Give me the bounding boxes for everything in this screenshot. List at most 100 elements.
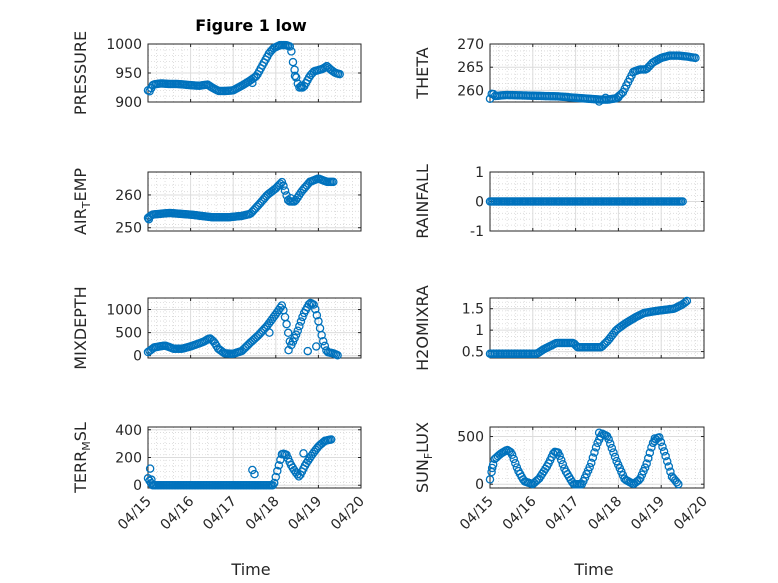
data-point [290, 71, 300, 81]
data-point [248, 465, 257, 475]
data-point [640, 463, 650, 472]
data-point [284, 345, 293, 355]
data-point [269, 478, 279, 488]
data-point [556, 455, 566, 465]
y-tick-label: 270 [457, 37, 484, 53]
y-tick-label: 500 [115, 326, 142, 342]
axes-box [147, 297, 362, 359]
data-point [298, 312, 307, 322]
data-point [326, 435, 336, 444]
data-point [295, 321, 304, 331]
data-point [587, 458, 596, 468]
data-point [318, 336, 328, 346]
subplot-theta: 260 265 270 THETA [413, 37, 705, 106]
y-tick-label: 900 [115, 95, 142, 111]
y-axis-label: THETA [413, 47, 432, 99]
data-point [250, 469, 259, 479]
y-tick-label: 950 [115, 66, 142, 82]
y-axis-label: AIRTEMP [71, 168, 93, 235]
y-tick-label: 1000 [106, 303, 142, 319]
data-point [664, 462, 674, 471]
subplot-pressure: 900 950 1000 PRESSURE [71, 31, 362, 115]
data-point [487, 463, 497, 473]
y-tick-label: 0 [133, 349, 142, 365]
data-point [678, 197, 687, 206]
y-tick-label: 400 [115, 423, 142, 439]
y-tick-label: 1.5 [462, 302, 484, 318]
y-tick-label: 200 [115, 451, 142, 467]
data-point [661, 451, 670, 461]
x-axis-label-right: Time [573, 560, 613, 579]
data-point [144, 214, 154, 224]
data-point [333, 350, 342, 360]
data-point [507, 450, 517, 459]
data-point [274, 461, 284, 470]
y-tick-label: 1000 [106, 37, 142, 53]
series-markers [143, 40, 344, 96]
data-point [299, 449, 308, 458]
data-point [283, 328, 293, 338]
axes-box [489, 297, 705, 359]
y-axis-label: H2OMIXRA [413, 285, 432, 371]
data-point [655, 433, 664, 442]
data-point [248, 78, 257, 88]
x-axis-label-left: Time [230, 560, 270, 579]
data-point [680, 298, 690, 307]
y-tick-label: 250 [115, 221, 142, 237]
series-markers [485, 296, 692, 358]
data-point [297, 81, 306, 91]
y-tick-label: -1 [470, 224, 484, 240]
data-point [268, 480, 277, 490]
data-point [312, 342, 321, 351]
data-point [609, 448, 618, 457]
data-point [645, 448, 655, 458]
y-axis-label: RAINFALL [413, 164, 432, 239]
data-point [277, 301, 287, 310]
data-point [588, 453, 598, 462]
y-axis-label: TERRMSL [71, 422, 93, 494]
data-point [317, 330, 326, 340]
y-tick-label: 1 [475, 165, 484, 181]
y-tick-label: 0 [475, 195, 484, 211]
data-point [650, 434, 660, 443]
data-point [604, 435, 613, 444]
data-point [282, 319, 291, 329]
data-point [288, 57, 298, 67]
data-point [287, 47, 296, 56]
y-tick-label: 265 [457, 60, 484, 76]
subplot-h2omixra: 0.5 1 1.5 H2OMIXRA [413, 285, 705, 371]
data-point [286, 193, 295, 203]
data-point [594, 428, 604, 437]
subplot-rainfall: -1 0 1 RAINFALL [413, 164, 705, 240]
data-point [147, 475, 156, 484]
data-point [601, 93, 610, 103]
y-tick-label: 260 [457, 83, 484, 99]
data-point [303, 346, 312, 356]
data-point [659, 447, 669, 456]
data-point [594, 97, 604, 106]
data-point [304, 300, 314, 309]
data-point [590, 448, 599, 457]
data-point [610, 452, 620, 462]
y-tick-label: 0 [475, 477, 484, 493]
y-tick-label: 0.5 [462, 345, 484, 361]
data-point [672, 478, 681, 487]
y-axis-label: MIXDEPTH [71, 286, 90, 369]
series-markers [485, 428, 683, 489]
data-point [606, 439, 615, 448]
data-point [666, 467, 675, 476]
data-point [591, 443, 601, 452]
data-point [691, 53, 700, 63]
data-point [320, 62, 330, 72]
series-markers [485, 51, 700, 106]
subplot-mixdepth: 0 500 1000 MIXDEPTH [71, 286, 362, 370]
data-point [290, 65, 299, 75]
data-point [614, 93, 623, 102]
data-point [642, 459, 651, 468]
data-point [311, 304, 320, 314]
data-point [312, 310, 322, 320]
data-point [682, 296, 692, 306]
